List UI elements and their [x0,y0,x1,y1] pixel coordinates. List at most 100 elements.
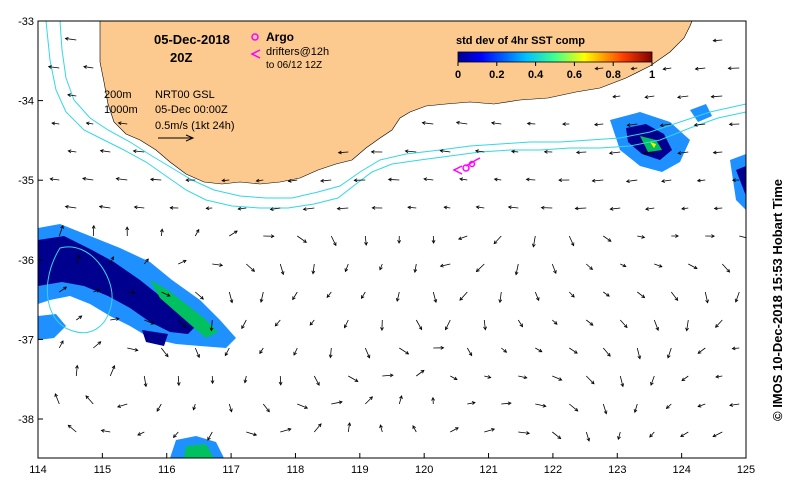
current-vector-arrow [534,291,540,302]
plot-frame [37,20,747,459]
current-vector-arrow [543,149,553,154]
current-vector-arrow [293,347,298,356]
current-vector-arrow [262,403,270,413]
current-vector-arrow [696,178,706,183]
current-vector-arrow [670,291,679,301]
current-vector-arrow [552,431,562,440]
current-vector-arrow [309,319,315,326]
lat-tick-label: -37 [18,334,34,346]
current-vector-arrow [490,121,502,125]
current-vector-arrow [228,291,234,304]
current-vector-arrow [625,179,638,183]
current-vector-arrow [540,205,553,210]
current-vector-arrow [144,319,155,325]
current-vector-arrow [297,403,309,409]
current-vector-arrow [360,291,366,300]
argo-float-marker [462,164,470,172]
current-vector-arrow [176,375,181,387]
current-vector-arrow [552,319,558,325]
current-vector-arrow [64,36,77,41]
current-vector-arrow [212,263,224,267]
current-vector-arrow [404,149,417,154]
current-vector-arrow [127,290,136,295]
current-vector-arrow [475,263,485,273]
current-vector-arrow [47,65,60,69]
current-vector-arrow [688,263,698,270]
current-vector-arrow [343,319,349,329]
current-vector-arrow [713,206,723,211]
current-vector-arrow [415,319,423,331]
longitude-axis: 114 115 116 117 118 119 120 121 122 123 124 125 [29,453,755,476]
current-vector-arrow [568,235,575,247]
current-vector-arrow [586,375,595,385]
current-vector-arrow [93,341,102,349]
current-vector-arrow [67,149,77,154]
current-vector-arrow [379,424,383,433]
current-vector-arrow [712,38,723,43]
current-vector-arrow [328,347,333,359]
current-vector-arrow [574,206,587,211]
current-vector-arrow [364,347,371,359]
current-vector-arrow [444,319,451,331]
current-vector-arrow [100,428,111,433]
current-vector-arrow [370,150,383,154]
current-vector-arrow [467,401,476,405]
current-vector-arrow [399,347,410,355]
current-vector-arrow [594,66,604,71]
current-vector-arrow [98,204,111,209]
current-vector-arrow [110,317,120,321]
current-vector-arrow [237,206,247,211]
scale-arrow [158,134,195,142]
current-vector-arrow [395,291,400,302]
imos-credit: © IMOS 10-Dec-2018 15:53 Hobart Time [770,179,785,421]
current-vector-arrow [195,291,204,300]
colorbar-title: std dev of 4hr SST comp [456,35,585,47]
current-vector-arrow [636,347,642,360]
current-vector-arrow [169,205,179,210]
current-vector-arrow [484,375,492,379]
current-vector-arrow [85,395,94,405]
colorbar [457,51,653,63]
current-vector-arrow [326,291,332,298]
current-vector-arrow [137,431,145,436]
current-vector-arrow [178,259,187,265]
current-vector-arrow [558,178,570,182]
drifter-track-marker [452,165,463,175]
current-vector-arrow [518,375,528,380]
current-vector-arrow [132,149,145,154]
current-vector-arrow [443,205,451,210]
current-vector-arrow [371,206,383,210]
current-vector-arrow [143,258,149,265]
current-vector-arrow [259,347,264,355]
current-vector-arrow [498,291,503,304]
product-label: NRT00 GSL [155,89,215,101]
current-vector-arrow [715,319,723,328]
current-vector-arrow [681,375,689,382]
current-vector-arrow [626,123,638,127]
current-vector-arrow [654,263,663,268]
current-vector-arrow [602,347,611,357]
current-vector-arrow [653,319,660,331]
current-vector-arrow [649,431,655,438]
current-vector-arrow [313,375,320,386]
lon-tick-label: 123 [608,464,626,476]
current-vector-arrow [630,66,638,71]
current-vector-arrow [337,150,349,155]
current-vector-arrow [734,291,740,303]
current-vector-arrow [344,263,349,273]
current-vector-arrow [569,347,578,354]
lon-tick-label: 115 [94,464,112,476]
current-vector-arrow [531,235,536,248]
current-vector-arrow [680,431,689,437]
lat-tick-label: -34 [18,96,34,108]
current-vector-arrow [731,346,740,351]
current-vector-arrow [109,256,115,265]
current-vector-arrow [205,206,213,211]
current-vector-arrow [591,178,604,183]
lon-tick-label: 116 [158,464,176,476]
current-vector-arrow [143,375,148,388]
current-vector-arrow [302,207,315,211]
colorbar-tick-label: 0 [455,69,461,81]
current-vector-arrow [228,403,233,413]
current-vector-arrow [729,403,740,407]
